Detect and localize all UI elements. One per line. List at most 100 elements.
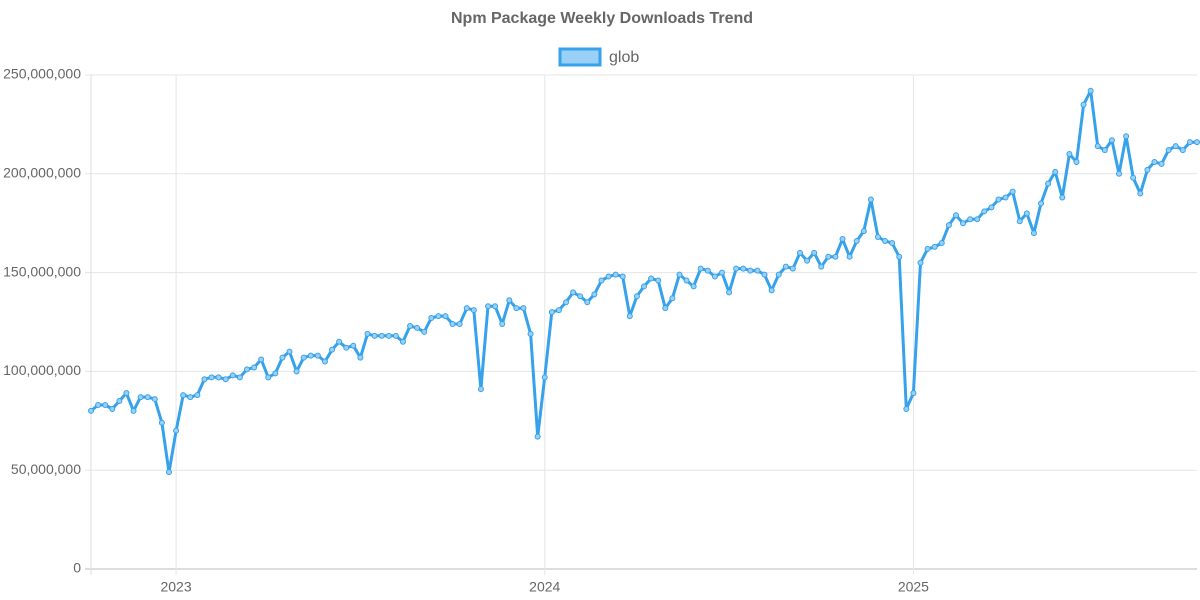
data-point [513,305,520,312]
data-point [364,330,371,337]
chart-title: Npm Package Weekly Downloads Trend [451,10,753,27]
data-point [655,277,662,284]
data-point [187,394,194,401]
data-point [144,394,151,401]
y-tick-label: 200,000,000 [3,165,81,181]
data-point [279,354,286,361]
data-point [229,372,236,379]
y-tick-label: 150,000,000 [3,263,81,279]
data-point [343,344,350,351]
data-point [697,265,704,272]
data-point [392,332,399,339]
data-point [449,320,456,327]
data-point [222,376,229,383]
data-point [1087,87,1094,94]
data-point [626,313,633,320]
data-point [1052,168,1059,175]
data-point [1059,194,1066,201]
data-point [1030,230,1037,237]
data-point [967,216,974,223]
data-point [1130,174,1137,181]
data-point [378,332,385,339]
data-point [399,338,406,345]
data-point [336,338,343,345]
data-point [506,297,513,304]
x-tick-label: 2025 [898,579,929,595]
data-point [995,196,1002,203]
data-point [555,307,562,314]
data-point [485,303,492,310]
data-point [329,346,336,353]
data-point [307,352,314,359]
data-point [711,273,718,280]
data-point [839,236,846,243]
data-point [945,222,952,229]
data-point [265,374,272,381]
data-point [201,376,208,383]
data-point [499,320,506,327]
data-point [931,243,938,250]
data-point [95,401,102,408]
data-point [570,289,577,296]
data-point [605,273,612,280]
data-point [690,283,697,290]
data-point [804,257,811,264]
data-point [385,332,392,339]
data-point [1002,194,1009,201]
data-point [215,374,222,381]
data-point [584,299,591,306]
data-point [1038,200,1045,207]
data-point [832,253,839,260]
data-point [1108,137,1115,144]
data-point [853,237,860,244]
data-point [747,267,754,274]
data-point [286,348,293,355]
data-point [563,299,570,306]
data-point [754,267,761,274]
data-point [1158,160,1165,167]
data-point [733,265,740,272]
data-point [903,405,910,412]
data-point [910,390,917,397]
data-point [1045,180,1052,187]
data-point [718,269,725,276]
data-point [165,469,172,476]
data-point [676,271,683,278]
data-point [960,220,967,227]
data-point [641,283,647,290]
data-point [116,398,123,405]
data-point [860,228,867,235]
y-tick-label: 250,000,000 [3,66,81,82]
data-point [782,263,789,270]
legend-label: glob [609,49,639,66]
data-point [272,370,279,377]
data-point [726,289,733,296]
data-point [1172,143,1179,150]
series-line [90,89,1197,474]
data-point [456,320,463,327]
data-point [527,330,534,337]
y-tick-label: 100,000,000 [3,362,81,378]
data-point [428,315,435,322]
data-point [442,313,449,320]
data-point [988,204,995,211]
x-tick-label: 2023 [160,579,191,595]
data-point [768,287,775,294]
data-point [704,267,711,274]
data-point [321,358,328,365]
data-point [796,249,803,256]
data-point [1094,143,1101,150]
data-point [889,239,896,246]
data-point [598,277,605,284]
data-point [293,368,300,375]
data-point [109,405,116,412]
data-point [102,401,109,408]
data-point [818,263,825,270]
data-point [683,277,690,284]
data-point [1116,170,1123,177]
data-point [1009,188,1016,195]
data-point [357,354,364,361]
data-point [137,394,144,401]
data-point [662,305,669,312]
